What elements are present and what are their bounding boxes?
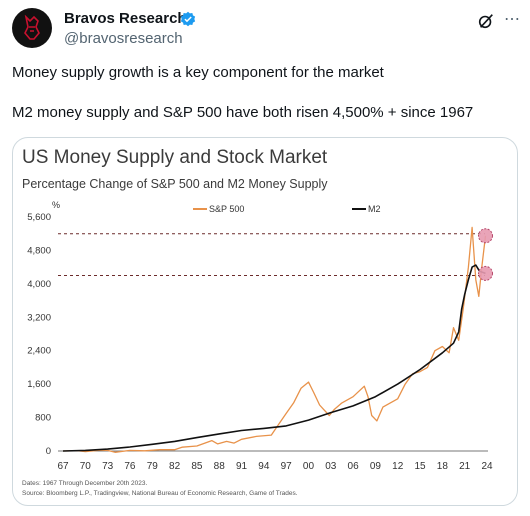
- tweet-text-line-1: Money supply growth is a key component f…: [12, 64, 384, 81]
- x-tick-label: 94: [258, 461, 270, 472]
- avatar-logo-icon: [24, 15, 40, 40]
- x-tick-label: 21: [459, 461, 471, 472]
- y-tick-label: 4,000: [27, 279, 51, 290]
- author-name[interactable]: Bravos Research: [64, 10, 187, 27]
- x-tick-label: 88: [214, 461, 226, 472]
- y-tick-label: 4,800: [27, 245, 51, 256]
- chart-footnote-dates: Dates: 1967 Through December 20th 2023.: [22, 480, 147, 487]
- reference-lines: [58, 233, 485, 276]
- x-tick-label: 09: [370, 461, 382, 472]
- x-tick-label: 15: [414, 461, 426, 472]
- highlight-marker: [478, 228, 494, 244]
- chart-title: US Money Supply and Stock Market: [22, 147, 328, 168]
- more-options-icon[interactable]: ⋯: [504, 11, 520, 28]
- y-tick-label: 800: [35, 413, 51, 424]
- x-tick-label: 73: [102, 461, 114, 472]
- x-tick-label: 79: [147, 461, 159, 472]
- x-tick-label: 18: [437, 461, 449, 472]
- author-handle[interactable]: @bravosresearch: [64, 30, 183, 47]
- tweet-media-chart[interactable]: US Money Supply and Stock Market Percent…: [12, 137, 518, 506]
- tweet-text: Money supply growth is a key component f…: [12, 63, 518, 123]
- highlight-marker: [478, 265, 494, 281]
- tweet-text-line-2: M2 money supply and S&P 500 have both ri…: [12, 104, 474, 121]
- x-tick-label: 70: [80, 461, 92, 472]
- y-tick-label: 1,600: [27, 379, 51, 390]
- chart-footnote-source: Source: Bloomberg L.P., Tradingview, Nat…: [22, 490, 298, 497]
- chart-legend: S&P 500 M2: [193, 204, 381, 214]
- x-tick-label: 76: [124, 461, 136, 472]
- x-tick-label: 06: [348, 461, 360, 472]
- avatar[interactable]: [12, 8, 52, 48]
- grok-icon[interactable]: [477, 12, 495, 30]
- x-tick-label: 91: [236, 461, 248, 472]
- chart: US Money Supply and Stock Market Percent…: [22, 147, 494, 497]
- y-axis: 0 800 1,600 2,400 3,200 4,000 4,800 5,600: [27, 212, 51, 457]
- y-tick-label: 3,200: [27, 312, 51, 323]
- series-line-m2: [62, 264, 486, 452]
- x-tick-label: 12: [392, 461, 404, 472]
- y-axis-unit-label: %: [52, 200, 60, 210]
- y-tick-label: 5,600: [27, 212, 51, 223]
- y-tick-label: 0: [46, 446, 51, 457]
- x-tick-label: 24: [481, 461, 493, 472]
- verified-badge-icon: [180, 11, 196, 27]
- x-tick-label: 97: [281, 461, 293, 472]
- legend-label: S&P 500: [209, 204, 244, 214]
- chart-subtitle: Percentage Change of S&P 500 and M2 Mone…: [22, 177, 328, 191]
- x-tick-label: 00: [303, 461, 315, 472]
- x-tick-label: 67: [57, 461, 69, 472]
- chart-highlights: [478, 228, 494, 281]
- x-tick-label: 85: [191, 461, 203, 472]
- chart-series: [62, 226, 487, 453]
- x-tick-label: 03: [325, 461, 337, 472]
- x-axis: 67 70 73 76 79 82 85 88 91 94 97 00 03 06 09 12 15 18 21 24: [57, 450, 493, 472]
- tweet-header: Bravos Research @bravosresearch ⋯: [12, 8, 520, 52]
- x-tick-label: 82: [169, 461, 181, 472]
- legend-label: M2: [368, 204, 381, 214]
- series-line-sp500: [62, 226, 487, 453]
- y-tick-label: 2,400: [27, 346, 51, 357]
